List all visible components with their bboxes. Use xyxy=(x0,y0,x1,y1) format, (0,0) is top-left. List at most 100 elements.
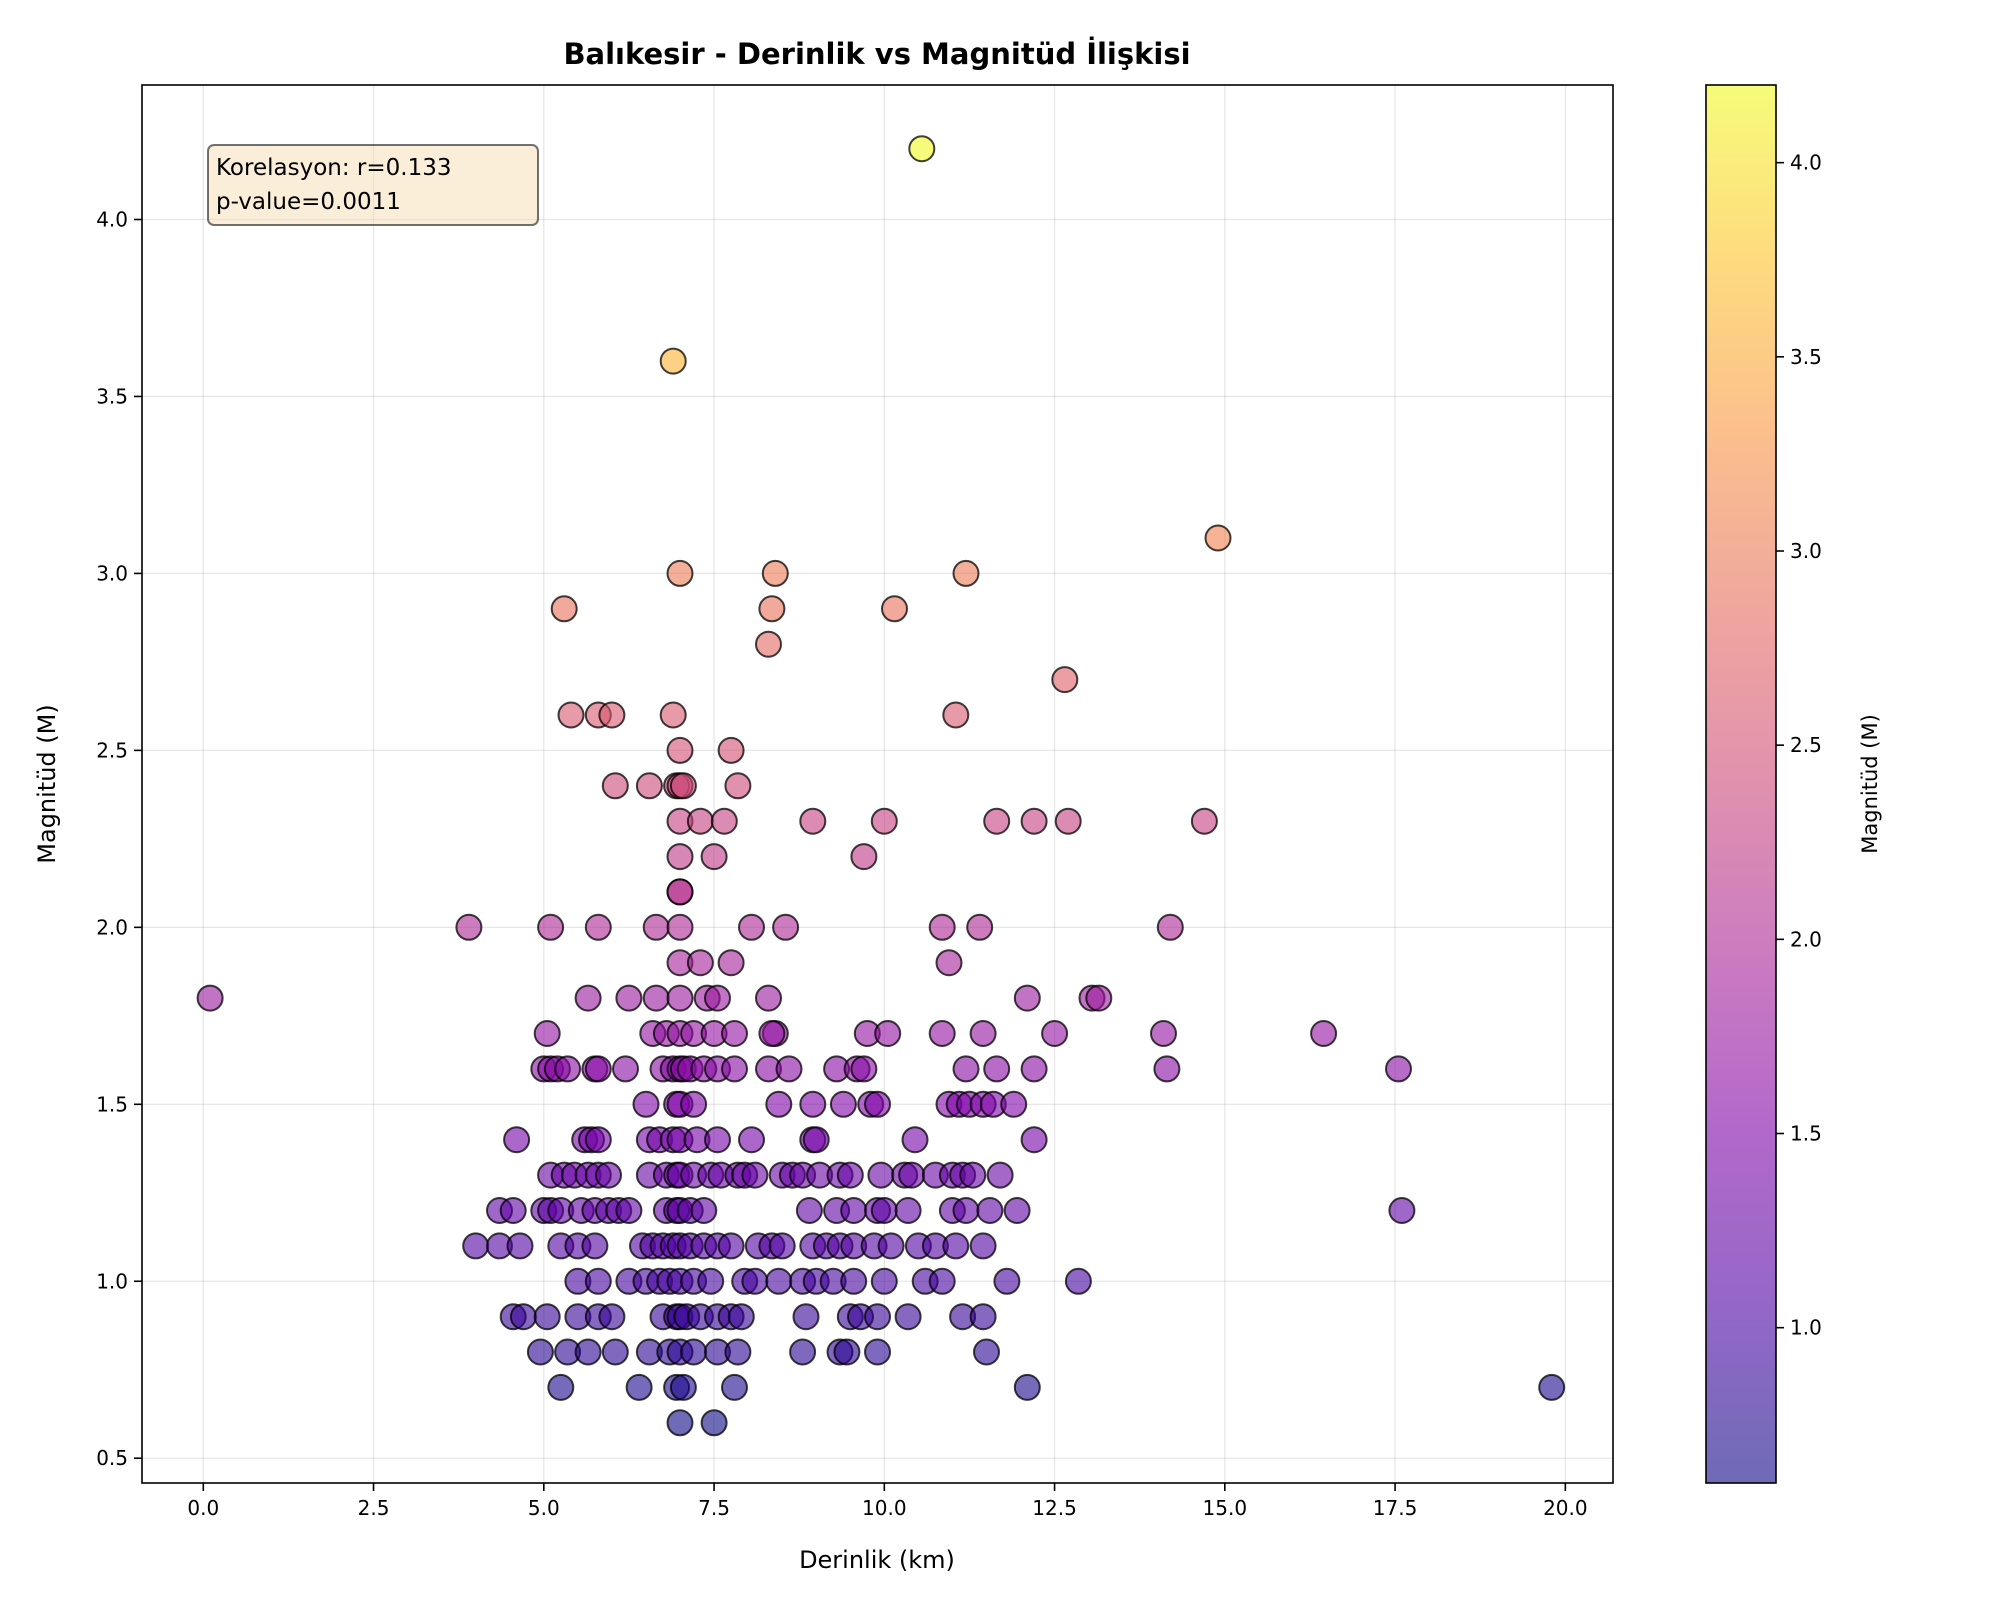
scatter-point xyxy=(741,1161,769,1189)
scatter-point xyxy=(717,949,745,977)
scatter-point xyxy=(738,1126,765,1154)
scatter-point xyxy=(581,1232,609,1260)
scatter-point xyxy=(867,1161,895,1189)
scatter-point xyxy=(928,1267,956,1295)
annotation-line-2: p-value=0.0011 xyxy=(216,189,401,215)
scatter-point xyxy=(870,1267,898,1295)
scatter-point xyxy=(761,559,789,587)
scatter-point xyxy=(952,1197,980,1224)
scatter-point xyxy=(615,984,643,1012)
scatter-point xyxy=(686,949,714,977)
scatter-point xyxy=(802,1126,830,1154)
scatter-point xyxy=(1064,1267,1092,1295)
scatter-point xyxy=(499,1197,527,1224)
scatter-point xyxy=(710,807,738,835)
scatter-point xyxy=(894,1303,922,1331)
scatter-point xyxy=(700,1409,728,1437)
y-tick-label: 1.0 xyxy=(96,1269,128,1293)
colorbar-ticks: 1.0 1.5 2.0 2.5 3.0 3.5 4.0 xyxy=(1776,151,1822,1340)
x-tick-label: 0.0 xyxy=(187,1496,219,1520)
scatter-point xyxy=(881,595,908,623)
scatter-point xyxy=(877,1232,905,1260)
scatter-point xyxy=(601,772,629,800)
colorbar-frame xyxy=(1705,84,1777,1484)
scatter-point xyxy=(724,772,752,800)
colorbar-tick-label: 3.5 xyxy=(1790,345,1822,369)
scatter-point xyxy=(666,913,694,941)
scatter-point xyxy=(870,1197,898,1224)
scatter-point xyxy=(758,1020,786,1047)
scatter-point xyxy=(584,1055,612,1083)
chart-title: Balıkesir - Derinlik vs Magnitüd İlişkis… xyxy=(563,37,1190,71)
colorbar-tick-label: 3.0 xyxy=(1790,539,1822,563)
scatter-point xyxy=(666,736,694,764)
scatter-point xyxy=(721,1055,748,1083)
scatter-point xyxy=(632,1090,660,1118)
scatter-point xyxy=(533,1303,561,1331)
scatter-point xyxy=(829,1090,857,1118)
scatter-point xyxy=(1190,807,1218,835)
y-axis-label: Magnitüd (M) xyxy=(33,704,61,863)
scatter-point xyxy=(870,807,898,835)
x-tick-label: 5.0 xyxy=(528,1496,560,1520)
scatter-point xyxy=(574,1338,602,1366)
scatter-point xyxy=(503,1126,531,1154)
scatter-point xyxy=(1153,1055,1181,1083)
x-axis-ticks: 0.0 2.5 5.0 7.5 10.0 12.5 15.0 17.5 20.0 xyxy=(187,1483,1588,1520)
scatter-point xyxy=(1054,807,1082,835)
scatter-point xyxy=(928,913,956,941)
scatter-point xyxy=(1013,1373,1041,1401)
scatter-point xyxy=(928,1020,956,1047)
annotation-box: Korelasyon: r=0.133 p-value=0.0011 xyxy=(207,144,539,226)
y-tick-label: 3.5 xyxy=(96,384,128,408)
x-tick-label: 2.5 xyxy=(358,1496,390,1520)
scatter-point xyxy=(666,559,694,587)
scatter-point xyxy=(615,1197,643,1224)
scatter-point xyxy=(659,347,687,375)
scatter-point xyxy=(574,984,602,1012)
colorbar-tick-label: 1.0 xyxy=(1790,1316,1822,1340)
scatter-point xyxy=(612,1055,639,1083)
scatter-point xyxy=(721,1373,748,1401)
scatter-point xyxy=(669,1373,697,1401)
scatter-point xyxy=(833,1338,861,1366)
scatter-point xyxy=(755,630,782,658)
colorbar-tick-label: 4.0 xyxy=(1790,151,1822,175)
scatter-point xyxy=(901,1126,929,1154)
scatter-point xyxy=(462,1232,490,1260)
scatter-point xyxy=(550,595,578,623)
scatter-point xyxy=(976,1197,1004,1224)
scatter-point xyxy=(894,1197,922,1224)
scatter-point xyxy=(952,1055,980,1083)
x-tick-label: 10.0 xyxy=(862,1496,907,1520)
colorbar: 1.0 1.5 2.0 2.5 3.0 3.5 4.0 Magnitüd (M) xyxy=(1705,84,1882,1484)
y-tick-label: 0.5 xyxy=(96,1446,128,1470)
x-tick-label: 20.0 xyxy=(1543,1496,1588,1520)
scatter-point xyxy=(584,1267,612,1295)
scatter-point xyxy=(659,701,687,729)
scatter-point xyxy=(598,701,626,729)
x-tick-label: 7.5 xyxy=(698,1496,730,1520)
scatter-point xyxy=(969,1303,997,1331)
scatter-point xyxy=(874,1020,902,1047)
scatter-point xyxy=(772,913,800,941)
scatter-point xyxy=(1310,1020,1338,1047)
scatter-point xyxy=(993,1267,1021,1295)
scatter-point xyxy=(680,1090,708,1118)
annotation-line-1: Korelasyon: r=0.133 xyxy=(216,155,451,181)
y-tick-label: 4.0 xyxy=(96,207,128,231)
scatter-point xyxy=(973,1338,1000,1366)
scatter-point xyxy=(1020,1126,1048,1154)
scatter-point xyxy=(666,843,694,871)
scatter-point xyxy=(768,1232,796,1260)
scatter-point xyxy=(697,1267,725,1295)
y-tick-label: 3.0 xyxy=(96,561,128,585)
scatter-point xyxy=(526,1338,554,1366)
scatter-point xyxy=(850,843,878,871)
scatter-point xyxy=(983,807,1011,835)
scatter-point xyxy=(690,1197,718,1224)
y-tick-label: 2.0 xyxy=(96,915,128,939)
scatter-point xyxy=(942,701,970,729)
scatter-point xyxy=(864,1338,891,1366)
